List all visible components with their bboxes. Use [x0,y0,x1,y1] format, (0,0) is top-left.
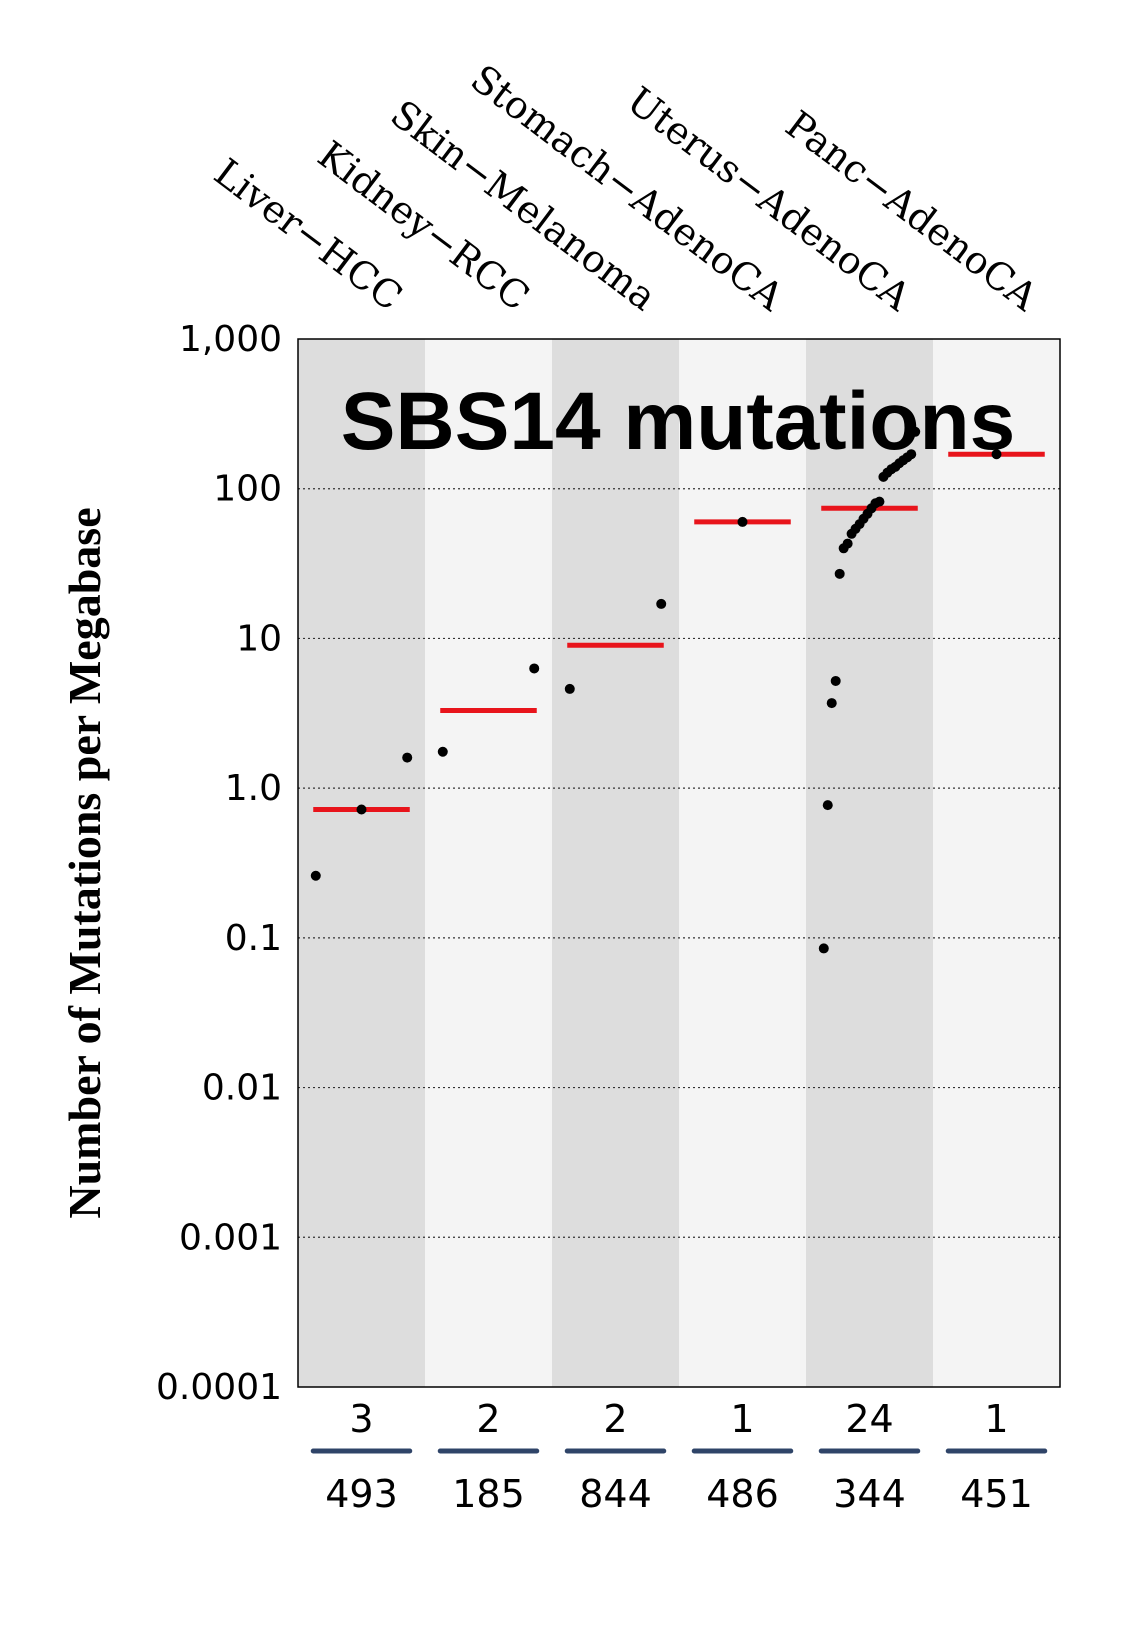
data-point [842,538,853,549]
samples-with-signature: 2 [603,1397,627,1441]
category-band [552,339,679,1387]
data-point [656,598,667,609]
data-point [737,516,748,527]
category-bands [298,339,1060,1387]
gridlines [298,488,1060,1238]
data-point [822,800,833,811]
y-tick-label: 10 [236,618,282,659]
data-point [830,675,841,686]
data-point [437,746,448,757]
samples-with-signature: 1 [730,1397,754,1441]
y-tick-label: 1,000 [179,319,282,360]
category-band [425,339,552,1387]
total-samples: 493 [325,1472,398,1516]
data-point [818,943,829,954]
sample-counts: 3 493 2 185 2 844 1 486 24 344 1 451 [310,1397,1048,1516]
y-tick-label: 1.0 [225,768,282,809]
data-point [402,752,413,763]
samples-with-signature: 24 [845,1397,893,1441]
y-tick-labels: 0.0001 0.001 0.01 0.1 1.0 10 100 1,000 [156,319,282,1408]
category-band [806,339,933,1387]
y-tick-label: 0.1 [225,918,282,959]
total-samples: 486 [706,1472,779,1516]
y-axis-label: Number of Mutations per Megabase [59,507,110,1218]
y-tick-label: 0.0001 [156,1367,282,1408]
data-point [874,496,885,507]
category-band [298,339,425,1387]
samples-with-signature: 2 [476,1397,500,1441]
data-point [564,683,575,694]
data-point [310,870,321,881]
category-labels: Liver−HCCKidney−RCCSkin−MelanomaStomach−… [206,56,1046,319]
total-samples: 185 [452,1472,525,1516]
category-label: Kidney−RCC [310,132,538,319]
chart-title: SBS14 mutations [341,376,1015,467]
data-point [826,698,837,709]
y-tick-label: 0.001 [179,1217,282,1258]
data-point [906,449,917,460]
plot-frame [297,338,1061,1388]
samples-with-signature: 1 [984,1397,1008,1441]
total-samples: 451 [960,1472,1033,1516]
total-samples: 344 [833,1472,906,1516]
data-point [834,568,845,579]
data-points [310,426,1002,954]
category-band [679,339,806,1387]
data-point [910,426,921,437]
y-tick-label: 0.01 [202,1068,282,1109]
data-point [991,449,1002,460]
data-point [529,663,540,674]
total-samples: 844 [579,1472,652,1516]
y-tick-label: 100 [213,469,282,510]
samples-with-signature: 3 [349,1397,373,1441]
category-band [933,339,1060,1387]
data-point [356,804,367,815]
